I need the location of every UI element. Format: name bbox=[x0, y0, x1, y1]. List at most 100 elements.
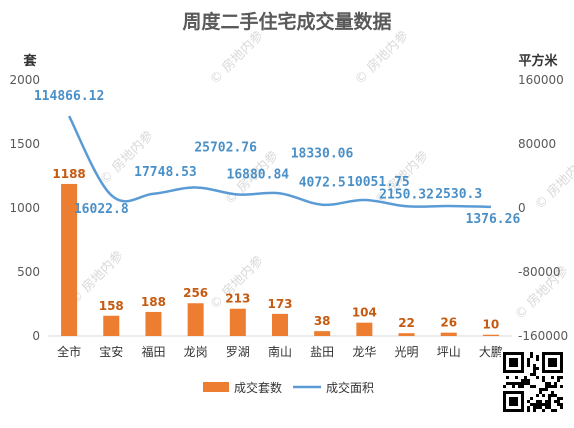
bar-value-label: 256 bbox=[183, 286, 208, 300]
bar-盐田 bbox=[314, 331, 331, 336]
qr-module bbox=[533, 406, 536, 409]
qr-module bbox=[539, 388, 542, 391]
qr-module bbox=[533, 364, 536, 367]
qr-module bbox=[545, 403, 548, 406]
qr-module bbox=[557, 403, 560, 406]
category-label: 盐田 bbox=[310, 345, 334, 359]
qr-module bbox=[560, 403, 563, 406]
qr-module bbox=[524, 376, 527, 379]
legend-label-bar: 成交套数 bbox=[234, 380, 282, 395]
qr-module bbox=[551, 391, 554, 394]
line-series bbox=[67, 115, 491, 209]
qr-module bbox=[524, 379, 527, 382]
line-value-label: 16022.8 bbox=[74, 202, 129, 217]
bar-value-label: 213 bbox=[225, 292, 250, 306]
qr-module bbox=[536, 403, 539, 406]
line-value-label: 18330.06 bbox=[291, 146, 354, 161]
category-label: 福田 bbox=[141, 344, 165, 359]
line-value-label: 17748.53 bbox=[134, 165, 197, 180]
right-axis: 160000 80000 0 -80000 -160000 bbox=[518, 73, 568, 343]
left-tick-label: 1000 bbox=[9, 201, 40, 215]
left-tick-label: 2000 bbox=[9, 73, 40, 87]
bar-福田 bbox=[145, 311, 162, 336]
qr-module bbox=[545, 385, 548, 388]
qr-module bbox=[527, 361, 530, 364]
right-tick-label: -80000 bbox=[518, 265, 561, 279]
bar-龙华 bbox=[356, 322, 373, 336]
bar-value-label: 1188 bbox=[52, 167, 85, 181]
qr-module bbox=[545, 406, 548, 409]
qr-module bbox=[515, 382, 518, 385]
qr-module bbox=[554, 382, 557, 385]
right-tick-label: -160000 bbox=[518, 329, 568, 343]
category-label: 龙华 bbox=[352, 345, 376, 359]
legend-swatch-bar bbox=[203, 382, 229, 392]
bar-南山 bbox=[272, 313, 288, 336]
qr-module bbox=[536, 394, 539, 397]
qr-module bbox=[560, 385, 563, 388]
qr-module bbox=[542, 394, 545, 397]
qr-module bbox=[551, 409, 554, 412]
qr-module bbox=[518, 382, 521, 385]
watermark-text: © 房地内参 bbox=[532, 153, 574, 213]
qr-module bbox=[530, 397, 533, 400]
qr-module bbox=[527, 379, 530, 382]
left-tick-label: 0 bbox=[32, 329, 40, 343]
category-label: 大鹏 bbox=[479, 345, 503, 359]
qr-module bbox=[524, 382, 527, 385]
bar-value-label: 158 bbox=[99, 299, 124, 313]
qr-module bbox=[512, 382, 515, 385]
qr-module bbox=[554, 400, 557, 403]
qr-module bbox=[527, 382, 530, 385]
bar-labels: 1188 158 188 256 213 173 38 104 22 26 10 bbox=[52, 167, 499, 332]
qr-module bbox=[533, 403, 536, 406]
qr-module bbox=[548, 382, 551, 385]
qr-module bbox=[530, 355, 533, 358]
qr-module bbox=[530, 352, 533, 355]
qr-module bbox=[539, 400, 542, 403]
right-tick-label: 80000 bbox=[518, 137, 556, 151]
qr-module bbox=[521, 379, 524, 382]
qr-module bbox=[530, 373, 533, 376]
bar-坪山 bbox=[440, 332, 457, 336]
qr-module bbox=[536, 358, 539, 361]
qr-module bbox=[557, 397, 560, 400]
x-axis-categories: 全市 宝安 福田 龙岗 罗湖 南山 盐田 龙华 光明 坪山 大鹏 bbox=[57, 344, 503, 359]
qr-module bbox=[536, 406, 539, 409]
qr-module bbox=[560, 376, 563, 379]
bar-罗湖 bbox=[229, 308, 246, 336]
bar-value-label: 173 bbox=[267, 297, 292, 311]
qr-finder-center bbox=[509, 358, 518, 367]
qr-module bbox=[545, 382, 548, 385]
qr-module bbox=[521, 385, 524, 388]
qr-module bbox=[554, 394, 557, 397]
qr-module bbox=[527, 358, 530, 361]
bar-光明 bbox=[398, 333, 415, 336]
qr-module bbox=[530, 403, 533, 406]
qr-module bbox=[509, 382, 512, 385]
bar-series bbox=[61, 183, 499, 336]
qr-module bbox=[551, 385, 554, 388]
qr-module bbox=[542, 376, 545, 379]
right-tick-label: 0 bbox=[518, 201, 526, 215]
left-axis: 2000 1500 1000 500 0 bbox=[9, 73, 40, 343]
qr-module bbox=[527, 364, 530, 367]
bar-value-label: 188 bbox=[141, 295, 166, 309]
line-value-label: 114866.12 bbox=[34, 89, 104, 104]
qr-module bbox=[527, 406, 530, 409]
bar-宝安 bbox=[103, 315, 120, 336]
bar-龙岗 bbox=[187, 303, 204, 336]
qr-module bbox=[542, 409, 545, 412]
qr-module bbox=[512, 385, 515, 388]
bar-大鹏 bbox=[482, 334, 499, 336]
qr-module bbox=[548, 385, 551, 388]
qr-code bbox=[501, 350, 565, 414]
qr-module bbox=[557, 400, 560, 403]
qr-module bbox=[506, 376, 509, 379]
qr-module bbox=[557, 379, 560, 382]
bar-全市 bbox=[61, 183, 78, 336]
right-tick-label: 160000 bbox=[518, 73, 564, 87]
line-value-label: 16880.84 bbox=[227, 167, 290, 182]
qr-module bbox=[536, 376, 539, 379]
